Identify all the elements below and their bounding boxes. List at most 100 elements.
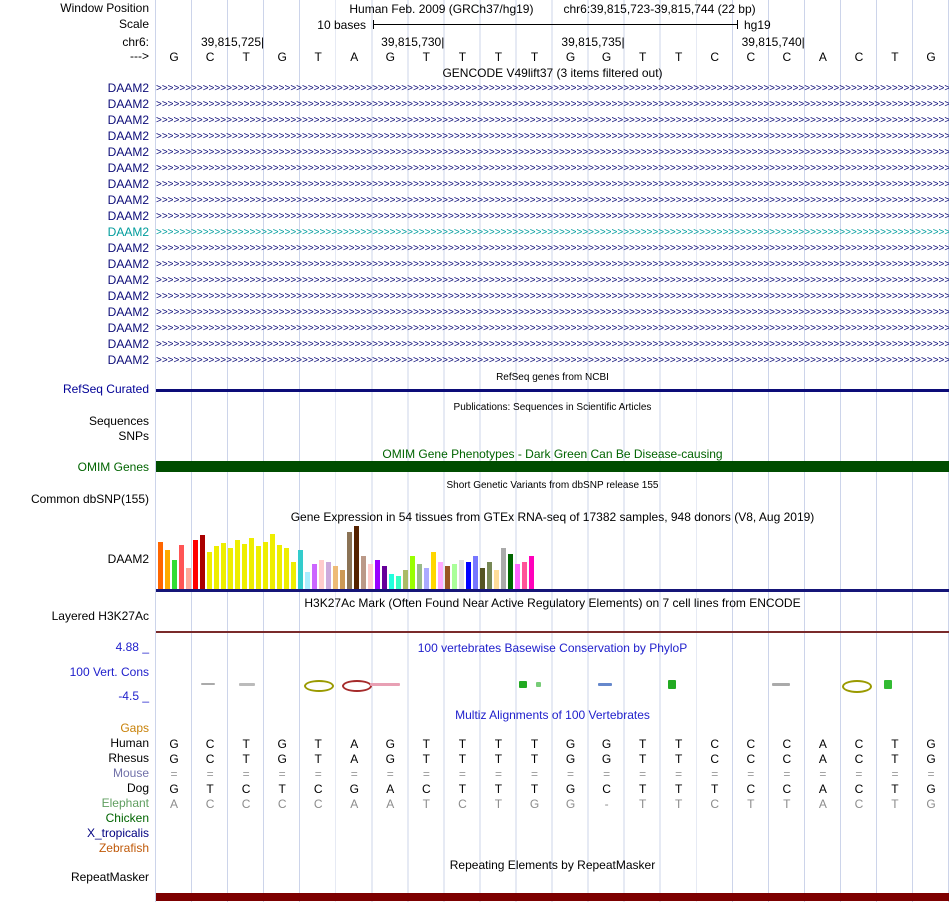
refseq-dense-bar[interactable] [156, 389, 949, 392]
alignment-base: T [458, 782, 467, 796]
dbsnp-track-header[interactable]: Short Genetic Variants from dbSNP releas… [446, 480, 659, 491]
species-label-chicken[interactable]: Chicken [105, 811, 149, 825]
track-label-layered-h3k27ac[interactable]: Layered H3K27Ac [51, 609, 149, 623]
track-label-refseq-curated[interactable]: RefSeq Curated [62, 382, 149, 396]
alignment-base: T [891, 752, 899, 766]
gene-transcript-row[interactable]: >>>>>>>>>>>>>>>>>>>>>>>>>>>>>>>>>>>>>>>>… [156, 195, 949, 206]
gene-transcript-row[interactable]: >>>>>>>>>>>>>>>>>>>>>>>>>>>>>>>>>>>>>>>>… [156, 147, 949, 158]
gene-track-label-daam2[interactable]: DAAM2 [107, 257, 149, 271]
gene-transcript-row[interactable]: >>>>>>>>>>>>>>>>>>>>>>>>>>>>>>>>>>>>>>>>… [156, 163, 949, 174]
phylop-track-header[interactable]: 100 vertebrates Basewise Conservation by… [417, 641, 688, 655]
gene-track-label-daam2[interactable]: DAAM2 [107, 321, 149, 335]
alignment-base: = [927, 767, 935, 781]
track-label-sequences[interactable]: Sequences [88, 414, 149, 428]
omim-track-header[interactable]: OMIM Gene Phenotypes - Dark Green Can Be… [382, 447, 723, 461]
alignment-row-mouse[interactable]: = = = = = = = = = = = = = = = = = = = = = = [156, 767, 949, 781]
gtex-tissue-bar [291, 562, 296, 590]
ruler-base: T [638, 50, 647, 64]
gene-track-label-daam2[interactable]: DAAM2 [107, 241, 149, 255]
gene-transcript-row[interactable]: >>>>>>>>>>>>>>>>>>>>>>>>>>>>>>>>>>>>>>>>… [156, 307, 949, 318]
track-label-snps[interactable]: SNPs [118, 429, 149, 443]
gene-transcript-row[interactable]: >>>>>>>>>>>>>>>>>>>>>>>>>>>>>>>>>>>>>>>>… [156, 339, 949, 350]
alignment-base: T [242, 737, 250, 751]
gene-track-label-daam2[interactable]: DAAM2 [107, 305, 149, 319]
gene-transcript-row[interactable]: >>>>>>>>>>>>>>>>>>>>>>>>>>>>>>>>>>>>>>>>… [156, 115, 949, 126]
h3k27ac-track-header[interactable]: H3K27Ac Mark (Often Found Near Active Re… [304, 596, 801, 610]
alignment-base: = [206, 767, 214, 781]
track-label-100-vert-cons[interactable]: 100 Vert. Cons [69, 665, 149, 679]
gene-transcript-row[interactable]: >>>>>>>>>>>>>>>>>>>>>>>>>>>>>>>>>>>>>>>>… [156, 227, 949, 238]
ruler-base: G [277, 50, 287, 64]
gene-transcript-row[interactable]: >>>>>>>>>>>>>>>>>>>>>>>>>>>>>>>>>>>>>>>>… [156, 99, 949, 110]
scale-label: Scale [118, 17, 149, 31]
gene-track-label-daam2[interactable]: DAAM2 [107, 353, 149, 367]
ruler-base: T [494, 50, 503, 64]
species-label-gaps[interactable]: Gaps [120, 721, 149, 735]
gene-track-label-daam2[interactable]: DAAM2 [107, 289, 149, 303]
species-label-rhesus[interactable]: Rhesus [108, 751, 149, 765]
gene-transcript-row[interactable]: >>>>>>>>>>>>>>>>>>>>>>>>>>>>>>>>>>>>>>>>… [156, 131, 949, 142]
gene-track-label-daam2[interactable]: DAAM2 [107, 81, 149, 95]
alignment-base: A [170, 797, 179, 811]
species-label-elephant[interactable]: Elephant [101, 796, 149, 810]
species-label-dog[interactable]: Dog [126, 781, 149, 795]
gencode-track-header[interactable]: GENCODE V49lift37 (3 items filtered out) [442, 66, 663, 80]
gene-transcript-row[interactable]: >>>>>>>>>>>>>>>>>>>>>>>>>>>>>>>>>>>>>>>>… [156, 179, 949, 190]
gene-track-label-daam2[interactable]: DAAM2 [107, 225, 149, 239]
gene-transcript-row[interactable]: >>>>>>>>>>>>>>>>>>>>>>>>>>>>>>>>>>>>>>>>… [156, 211, 949, 222]
gene-track-label-daam2[interactable]: DAAM2 [107, 145, 149, 159]
gtex-tissue-bar [333, 566, 338, 590]
track-label-repeatmasker[interactable]: RepeatMasker [70, 870, 149, 884]
species-label-human[interactable]: Human [110, 736, 149, 750]
omim-gene-bar[interactable] [156, 461, 949, 472]
refseq-track-header[interactable]: RefSeq genes from NCBI [496, 372, 609, 383]
gene-track-label-daam2[interactable]: DAAM2 [107, 129, 149, 143]
gtex-tissue-bar [200, 535, 205, 590]
gene-track-label-daam2[interactable]: DAAM2 [107, 273, 149, 287]
alignment-base: T [891, 782, 899, 796]
gene-transcript-row[interactable]: >>>>>>>>>>>>>>>>>>>>>>>>>>>>>>>>>>>>>>>>… [156, 355, 949, 366]
alignment-base: G [385, 752, 395, 766]
track-label-omim-genes[interactable]: OMIM Genes [77, 460, 149, 474]
gene-transcript-row[interactable]: >>>>>>>>>>>>>>>>>>>>>>>>>>>>>>>>>>>>>>>>… [156, 275, 949, 286]
repeatmasker-dense-bar[interactable] [156, 893, 949, 901]
track-label-common-dbsnp[interactable]: Common dbSNP(155) [30, 492, 149, 506]
gene-track-label-daam2[interactable]: DAAM2 [107, 177, 149, 191]
species-label-zebrafish[interactable]: Zebrafish [98, 841, 149, 855]
ruler-base: A [350, 50, 359, 64]
multiz-track-header[interactable]: Multiz Alignments of 100 Vertebrates [455, 708, 650, 722]
gene-transcript-row[interactable]: >>>>>>>>>>>>>>>>>>>>>>>>>>>>>>>>>>>>>>>>… [156, 291, 949, 302]
gtex-tissue-bar [270, 534, 275, 590]
gene-track-label-daam2[interactable]: DAAM2 [107, 337, 149, 351]
gtex-track-header[interactable]: Gene Expression in 54 tissues from GTEx … [290, 510, 815, 524]
track-label-gtex-daam2[interactable]: DAAM2 [107, 552, 149, 566]
gene-track-label-daam2[interactable]: DAAM2 [107, 113, 149, 127]
gtex-baseline-bar[interactable] [156, 589, 949, 592]
alignment-base: G [277, 752, 287, 766]
h3k27ac-baseline-line[interactable] [156, 631, 949, 633]
publications-track-header[interactable]: Publications: Sequences in Scientific Ar… [453, 402, 652, 413]
gene-transcript-row[interactable]: >>>>>>>>>>>>>>>>>>>>>>>>>>>>>>>>>>>>>>>>… [156, 323, 949, 334]
alignment-base: T [422, 797, 431, 811]
gene-track-label-daam2[interactable]: DAAM2 [107, 193, 149, 207]
species-label-x_tropicalis[interactable]: X_tropicalis [86, 826, 149, 840]
alignment-base: T [891, 737, 899, 751]
gene-track-label-daam2[interactable]: DAAM2 [107, 161, 149, 175]
gene-transcript-row[interactable]: >>>>>>>>>>>>>>>>>>>>>>>>>>>>>>>>>>>>>>>>… [156, 259, 949, 270]
alignment-base: T [494, 752, 503, 766]
alignment-base: T [314, 752, 322, 766]
gene-track-label-daam2[interactable]: DAAM2 [107, 97, 149, 111]
species-label-mouse[interactable]: Mouse [112, 766, 149, 780]
gene-transcript-row[interactable]: >>>>>>>>>>>>>>>>>>>>>>>>>>>>>>>>>>>>>>>>… [156, 83, 949, 94]
gtex-expression-barchart[interactable] [158, 524, 536, 590]
gene-transcript-row[interactable]: >>>>>>>>>>>>>>>>>>>>>>>>>>>>>>>>>>>>>>>>… [156, 243, 949, 254]
ruler-base: T [242, 50, 250, 64]
repeatmasker-track-header[interactable]: Repeating Elements by RepeatMasker [449, 858, 656, 872]
gene-track-label-daam2[interactable]: DAAM2 [107, 209, 149, 223]
alignment-base: A [818, 797, 827, 811]
alignment-base: C [710, 737, 720, 751]
